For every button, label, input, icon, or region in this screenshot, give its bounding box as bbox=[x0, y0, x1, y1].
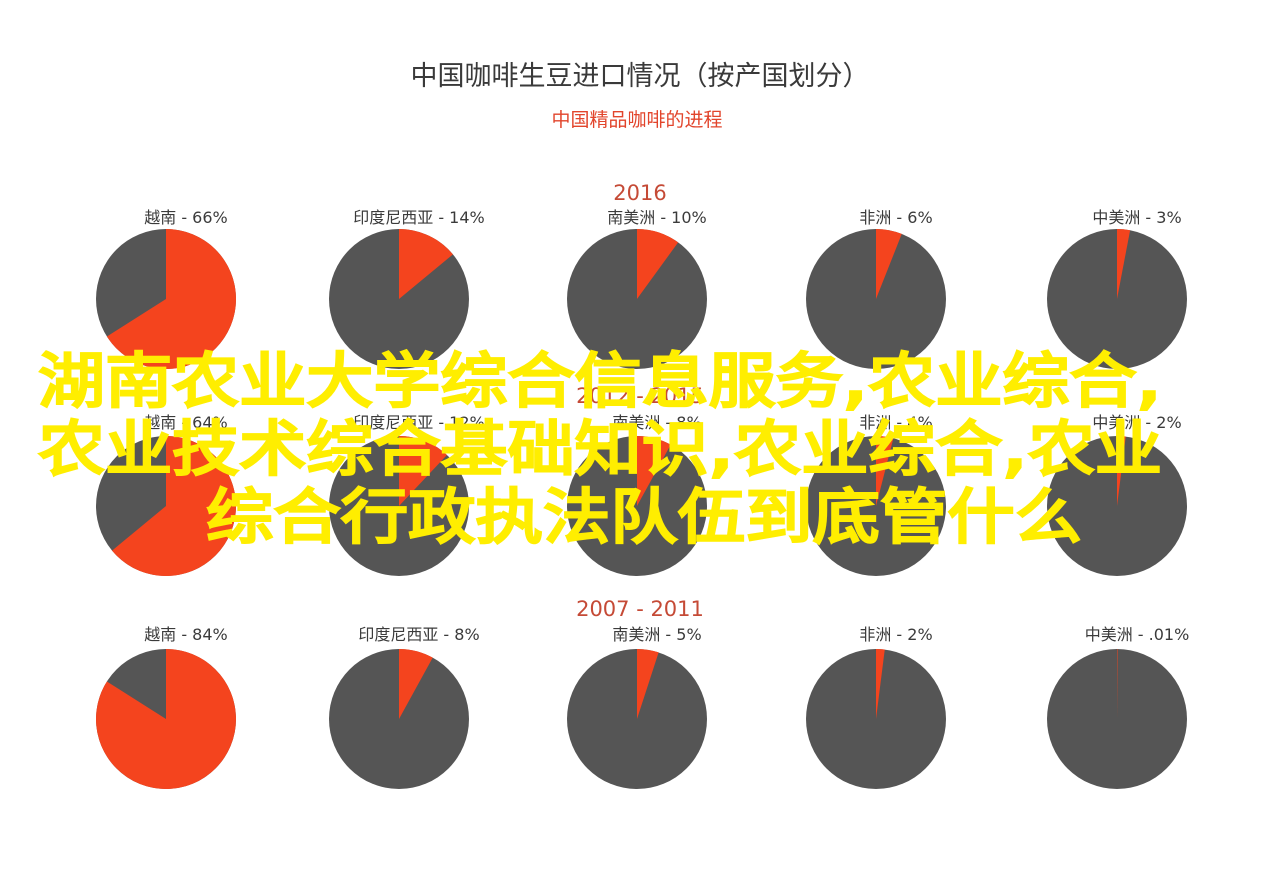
pie-slice bbox=[96, 649, 237, 790]
pie-slice bbox=[399, 229, 453, 299]
period-label: 2012 - 2015 bbox=[576, 384, 704, 408]
pie-label: 南美洲 - 10% bbox=[607, 208, 707, 227]
chart-subtitle: 中国精品咖啡的进程 bbox=[551, 109, 722, 131]
pie-slice bbox=[106, 229, 237, 370]
overlay-line-3: 综合行政执法队伍到底管什么 bbox=[206, 483, 1082, 553]
pie-slice bbox=[1117, 648, 1118, 719]
pie-slice bbox=[637, 229, 679, 299]
pie-label: 越南 - 64% bbox=[144, 413, 228, 432]
period-label: 2007 - 2011 bbox=[576, 597, 704, 621]
pie-label: 印度尼西亚 - 14% bbox=[353, 208, 485, 227]
pie-label: 南美洲 - 5% bbox=[612, 625, 701, 644]
chart-title: 中国咖啡生豆进口情况（按产国划分） bbox=[411, 61, 870, 92]
pie-label: 非洲 - 6% bbox=[859, 208, 932, 227]
pie-label: 印度尼西亚 - 8% bbox=[358, 625, 479, 644]
pie-slice bbox=[1117, 435, 1126, 506]
pie-label: 印度尼西亚 - 12% bbox=[353, 413, 485, 432]
pie-groups: 2016 越南 - 66% 印度尼西亚 - 14% 南美洲 - 10% 非洲 - 6% 中… bbox=[96, 181, 1190, 790]
pie-slice bbox=[876, 649, 885, 719]
period-label: 2016 bbox=[613, 181, 666, 205]
pie-label: 非洲 - 4% bbox=[859, 413, 932, 432]
pie-label: 中美洲 - 2% bbox=[1092, 413, 1181, 432]
overlay-watermark-text: 湖南农业大学综合信息服务,农业综合, 农业技术综合基础知识,农业综合,农业 综合… bbox=[38, 347, 1163, 554]
pie-label: 南美洲 - 8% bbox=[612, 413, 701, 432]
pie-group-2: 2007 - 2011 越南 - 84% 印度尼西亚 - 8% 南美洲 - 5% 非洲 … bbox=[96, 597, 1190, 790]
pie-slice bbox=[876, 229, 902, 299]
pie-label: 中美洲 - .01% bbox=[1085, 625, 1190, 644]
pie-slice bbox=[399, 649, 433, 719]
pie-group-0: 2016 越南 - 66% 印度尼西亚 - 14% 南美洲 - 10% 非洲 - 6% 中… bbox=[96, 181, 1187, 370]
pie-slice bbox=[876, 436, 894, 506]
pie-slice bbox=[399, 436, 447, 506]
pie-slice bbox=[637, 649, 659, 719]
pie-slice bbox=[637, 436, 671, 506]
overlay-line-2: 农业技术综合基础知识,农业综合,农业 bbox=[38, 415, 1162, 485]
pie-label: 非洲 - 2% bbox=[859, 625, 932, 644]
pie-label: 越南 - 84% bbox=[144, 625, 228, 644]
overlay-line-1: 湖南农业大学综合信息服务,农业综合, bbox=[38, 347, 1162, 417]
pie-group-1: 2012 - 2015 越南 - 64% 印度尼西亚 - 12% 南美洲 - 8% 非洲… bbox=[96, 384, 1187, 576]
pie-slice bbox=[1117, 229, 1131, 299]
pie-label: 中美洲 - 3% bbox=[1092, 208, 1181, 227]
pie-label: 越南 - 66% bbox=[144, 208, 228, 227]
pie-slice bbox=[112, 436, 236, 576]
